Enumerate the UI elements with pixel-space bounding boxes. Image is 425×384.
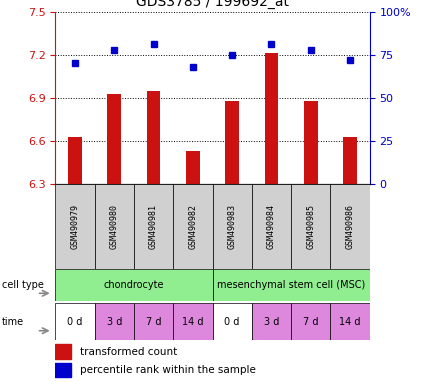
Bar <box>291 303 331 340</box>
Bar <box>173 184 212 269</box>
Bar <box>55 363 71 377</box>
Bar <box>304 101 317 184</box>
Text: 3 d: 3 d <box>264 316 279 327</box>
Text: GSM490979: GSM490979 <box>71 204 79 249</box>
Bar <box>212 184 252 269</box>
Bar <box>55 303 94 340</box>
Bar <box>108 94 121 184</box>
Text: time: time <box>2 316 24 327</box>
Text: GSM490985: GSM490985 <box>306 204 315 249</box>
Text: GSM490980: GSM490980 <box>110 204 119 249</box>
Text: chondrocyte: chondrocyte <box>104 280 164 290</box>
Text: GSM490981: GSM490981 <box>149 204 158 249</box>
Bar <box>94 303 134 340</box>
Bar <box>55 269 212 301</box>
Bar <box>252 303 291 340</box>
Text: GSM490984: GSM490984 <box>267 204 276 249</box>
Text: percentile rank within the sample: percentile rank within the sample <box>80 365 256 375</box>
Bar <box>186 151 200 184</box>
Bar <box>147 91 160 184</box>
Title: GDS3785 / 199692_at: GDS3785 / 199692_at <box>136 0 289 9</box>
Text: 7 d: 7 d <box>146 316 161 327</box>
Bar <box>252 184 291 269</box>
Text: 3 d: 3 d <box>107 316 122 327</box>
Bar <box>331 184 370 269</box>
Bar <box>225 101 239 184</box>
Text: 7 d: 7 d <box>303 316 318 327</box>
Text: 14 d: 14 d <box>182 316 204 327</box>
Text: 14 d: 14 d <box>339 316 361 327</box>
Text: GSM490986: GSM490986 <box>346 204 354 249</box>
Bar <box>134 303 173 340</box>
Text: 0 d: 0 d <box>67 316 82 327</box>
Bar <box>291 184 331 269</box>
Bar <box>212 269 370 301</box>
Bar <box>55 184 94 269</box>
Text: transformed count: transformed count <box>80 347 178 357</box>
Text: GSM490983: GSM490983 <box>228 204 237 249</box>
Text: 0 d: 0 d <box>224 316 240 327</box>
Bar <box>173 303 212 340</box>
Bar <box>94 184 134 269</box>
Bar <box>134 184 173 269</box>
Bar <box>331 303 370 340</box>
Bar <box>212 303 252 340</box>
Text: GSM490982: GSM490982 <box>188 204 197 249</box>
Text: mesenchymal stem cell (MSC): mesenchymal stem cell (MSC) <box>217 280 365 290</box>
Text: cell type: cell type <box>2 280 44 290</box>
Bar <box>68 137 82 184</box>
Bar <box>343 137 357 184</box>
Bar <box>265 53 278 184</box>
Bar <box>55 344 71 359</box>
